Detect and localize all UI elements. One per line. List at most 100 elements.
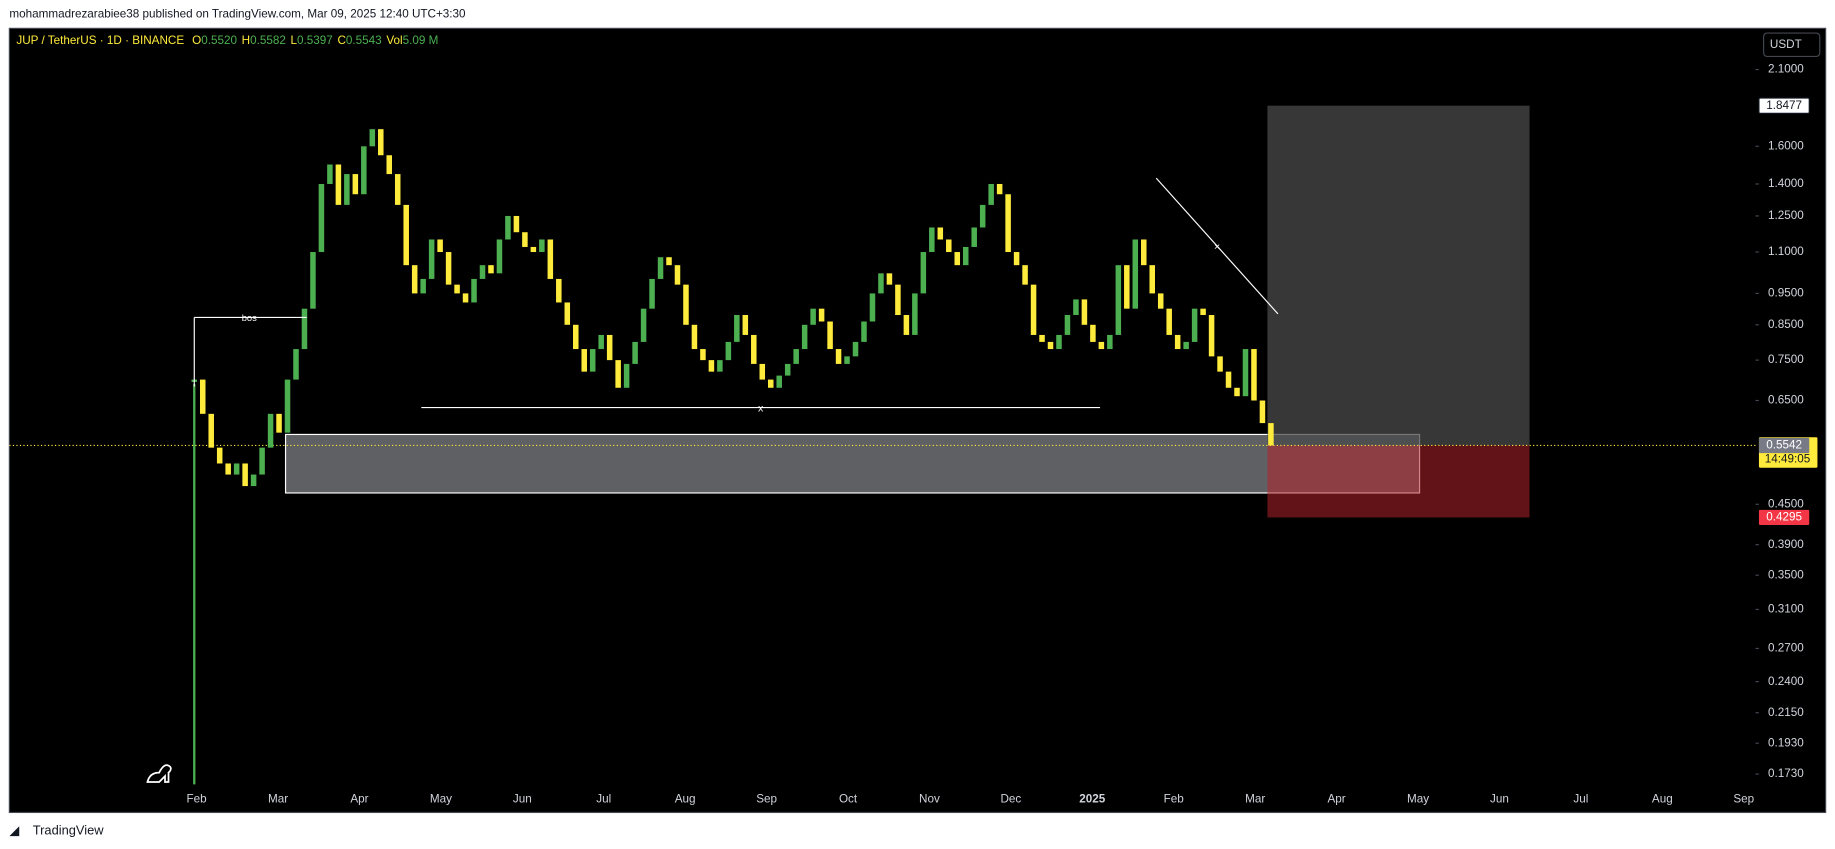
candle-body [784,363,791,376]
x-tick-label: Jul [596,793,611,806]
legend-key: Vol [386,34,402,47]
currency-label: USDT [1770,38,1802,51]
candle-body [394,174,401,205]
candle-body [1064,315,1071,335]
zones [9,105,1756,518]
candle-body [1098,341,1105,350]
candle-body [1107,334,1113,350]
drawings: bos x × [193,177,1279,414]
candle-body [776,375,782,388]
legend-value: 0.5520 [201,34,237,47]
y-tick-label: 1.6000 [1768,139,1804,152]
candle-body [259,447,265,475]
legend-value: 0.5397 [297,34,333,47]
range-mark: x [758,402,764,414]
y-tick-label: 0.7500 [1768,353,1804,366]
candle-body [564,302,571,325]
candle-body [556,278,562,303]
candle-body [199,379,206,414]
candle-body [250,474,257,487]
candle-body [1157,293,1164,309]
stop-label: 0.4295 [1766,511,1802,524]
y-tick-label: 0.3500 [1768,568,1804,581]
candle-body [751,334,757,364]
candle-body [818,308,825,322]
candle-body [1174,334,1181,350]
y-tick-label: 0.6500 [1768,394,1804,407]
trend-mark: × [1214,241,1220,253]
x-tick-label: Sep [756,793,777,806]
y-tick-label: 2.1000 [1768,63,1804,76]
candle-body [1115,265,1122,335]
candle-body [233,463,240,475]
candle-body [344,174,350,205]
candle-body [1217,356,1223,372]
demand-zone [284,433,1421,494]
candle-body [683,284,689,325]
candle-body [742,315,749,335]
x-tick-label: Nov [919,793,940,806]
candle-body [657,257,664,279]
candle-body [666,257,672,266]
candle-body [734,315,740,342]
candle-body [267,413,274,448]
candle-body [462,293,469,303]
candle-body [801,324,808,350]
x-tick-label: Jun [513,793,532,806]
target-label: 1.8477 [1766,99,1802,112]
candle-body [1242,349,1249,397]
legend-key: H [242,34,250,47]
y-tick-label: 0.1730 [1768,767,1804,780]
candle-body [988,183,994,205]
legend-key: O [192,34,201,47]
candle-body [861,321,867,342]
candle-body [640,308,647,342]
candle-body [581,349,587,372]
candle-body [937,227,944,240]
candle-body [1013,252,1020,266]
candles [191,129,1274,785]
y-tick-label: 0.2700 [1768,642,1804,655]
x-tick-label: Apr [1327,793,1345,806]
stop-label-bg [1758,509,1810,526]
candle-body [488,265,494,274]
candle-body [522,232,528,247]
candle-body [912,293,918,335]
candle-body [725,341,732,361]
candle-body [284,379,291,433]
candle-body [369,129,376,147]
candle-body [844,356,850,364]
candle-body [1183,341,1189,350]
candle-body [717,360,723,372]
candle-body [216,447,223,464]
candle-body [1208,315,1215,357]
candle-body [954,252,961,266]
currency-button[interactable] [1763,32,1821,58]
candle-body [1005,194,1011,253]
x-tick-label: May [430,793,452,806]
candle-body [971,227,977,247]
candle-body [327,164,333,184]
candle-body [810,308,816,325]
candle-body [920,252,927,294]
candle-body [946,239,952,253]
candle-body [852,341,859,357]
target-zone [1267,105,1530,446]
candle-body [276,413,282,433]
candle-body [793,349,799,364]
candle-body [420,278,426,294]
legend-key: L [291,34,298,47]
candle-body [361,146,367,195]
y-tick-label: 0.8500 [1768,318,1804,331]
axes: 2.1000 1.6000 1.4000 1.2500 1.1000 0.9500 0.85… [187,63,1805,806]
candle-body [301,308,308,350]
candle-body [1166,308,1172,335]
candle-body [530,246,537,253]
candle-body [386,155,393,175]
countdown: 14:49:05 [1765,453,1811,466]
x-tick-label: Jul [1573,793,1588,806]
candle-body [691,324,698,350]
candle-body [293,349,299,380]
